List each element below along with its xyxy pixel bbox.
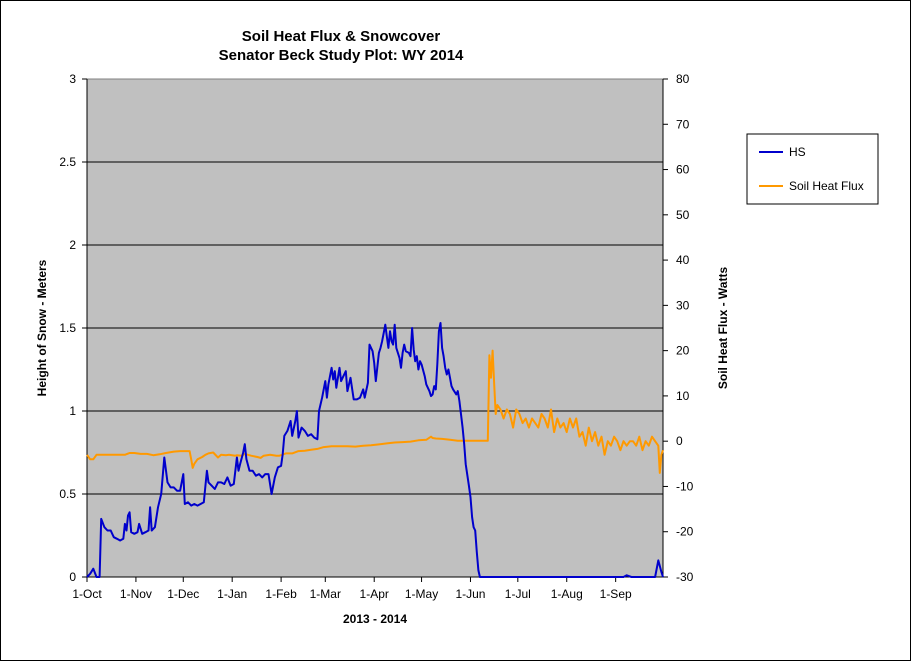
y2-tick-label: 10 xyxy=(676,389,690,403)
chart-subtitle: Senator Beck Study Plot: WY 2014 xyxy=(219,47,464,64)
y-axis-title: Height of Snow - Meters xyxy=(35,259,49,396)
x-tick-label: 1-Jul xyxy=(505,587,531,601)
chart-title: Soil Heat Flux & Snowcover xyxy=(242,28,441,45)
legend-label-soil-heat-flux: Soil Heat Flux xyxy=(789,179,864,193)
gridlines xyxy=(87,161,663,495)
x-tick-label: 1-Nov xyxy=(120,587,152,601)
x-tick-label: 1-Sep xyxy=(600,587,632,601)
legend-label-hs: HS xyxy=(789,145,806,159)
y2-tick-label: 80 xyxy=(676,72,690,86)
right-axis: -30 -20 -10 0 10 20 30 40 50 60 70 80 xyxy=(662,72,694,584)
y-tick-label: 3 xyxy=(69,72,76,86)
legend: HS Soil Heat Flux xyxy=(746,133,879,205)
x-tick-label: 1-Aug xyxy=(551,587,583,601)
x-tick-label: 1-Jun xyxy=(455,587,485,601)
y2-tick-label: 50 xyxy=(676,208,690,222)
x-tick-label: 1-Oct xyxy=(72,587,102,601)
series-line-hs xyxy=(86,322,664,578)
left-axis: 0 0.5 1 1.5 2 2.5 3 xyxy=(59,72,88,584)
x-tick-label: 1-Feb xyxy=(265,587,297,601)
x-tick-label: 1-Dec xyxy=(167,587,199,601)
y-tick-label: 2 xyxy=(69,238,76,252)
x-tick-label: 1-Mar xyxy=(310,587,341,601)
y-tick-label: 0.5 xyxy=(59,487,76,501)
x-axis: 1-Oct 1-Nov 1-Dec 1-Jan 1-Feb 1-Mar 1-Apr 1-May… xyxy=(72,576,663,601)
y2-axis-title: Soil Heat Flux - Watts xyxy=(716,267,730,390)
y-tick-label: 1.5 xyxy=(59,321,76,335)
x-tick-label: 1-Apr xyxy=(360,587,389,601)
y-tick-label: 1 xyxy=(69,404,76,418)
y-tick-label: 2.5 xyxy=(59,155,76,169)
x-axis-title: 2013 - 2014 xyxy=(343,612,407,626)
y2-tick-label: 70 xyxy=(676,117,690,131)
y2-tick-label: 60 xyxy=(676,163,690,177)
y2-tick-label: -10 xyxy=(676,479,694,493)
y2-tick-label: 0 xyxy=(676,434,683,448)
y-tick-label: 0 xyxy=(69,570,76,584)
series-lines xyxy=(86,322,664,578)
series-line-soil-heat-flux xyxy=(86,349,664,474)
legend-box xyxy=(746,133,879,205)
y2-tick-label: 40 xyxy=(676,253,690,267)
y2-tick-label: -30 xyxy=(676,570,694,584)
x-tick-label: 1-Jan xyxy=(217,587,247,601)
x-tick-label: 1-May xyxy=(405,587,438,601)
y2-tick-label: 30 xyxy=(676,298,690,312)
y2-tick-label: 20 xyxy=(676,344,690,358)
y2-tick-label: -20 xyxy=(676,525,694,539)
